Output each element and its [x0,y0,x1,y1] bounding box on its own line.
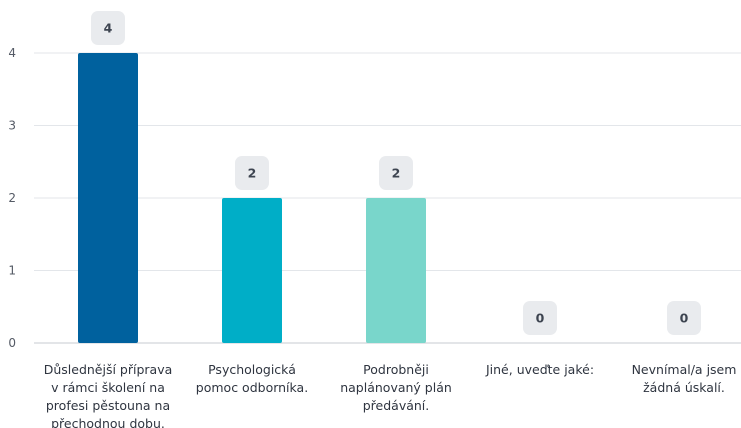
y-tick-label: 1 [8,264,16,278]
x-tick-label-line: Podrobněji [363,362,429,377]
y-tick-label: 2 [8,191,16,205]
value-badge: 2 [235,156,269,190]
value-badge: 4 [91,11,125,45]
x-tick-label-line: Důslednější příprava [44,362,173,377]
x-tick-label-line: Jiné, uveďte jaké: [485,362,594,377]
value-badge: 2 [379,156,413,190]
value-badge-background [667,301,701,335]
x-tick-label-line: Nevnímal/a jsem [632,362,737,377]
x-tick-label-line: pomoc odborníka. [196,380,308,395]
x-tick-label: Důslednější příprava v rámci školení na pr… [44,362,173,428]
value-badge-background [235,156,269,190]
x-tick-label: Psychologická pomoc odborníka. [196,362,308,395]
data-label: 2 [248,166,257,181]
data-label: 0 [680,311,689,326]
x-tick-label: Nevnímal/a jsem žádná úskalí. [632,362,737,395]
value-badge-background [91,11,125,45]
x-tick-label-line: naplánovaný plán [340,380,452,395]
y-axis-ticks: 0 1 2 3 4 [8,46,16,350]
x-tick-label: Podrobněji naplánovaný plán předávání. [340,362,452,413]
x-tick-label-line: žádná úskalí. [643,380,725,395]
data-label: 4 [104,21,113,36]
x-tick-label-line: profesi pěstouna na [46,398,170,413]
bar[interactable] [366,198,426,343]
data-label: 2 [392,166,401,181]
value-badge: 0 [523,301,557,335]
x-axis-labels: Důslednější příprava v rámci školení na pr… [44,362,737,428]
x-tick-label-line: Psychologická [208,362,296,377]
y-tick-label: 4 [8,46,16,60]
bars [78,53,426,343]
data-label: 0 [536,311,545,326]
value-badge: 0 [667,301,701,335]
x-tick-label-line: předávání. [363,398,430,413]
bar[interactable] [78,53,138,343]
x-tick-label-line: přechodnou dobu. [51,416,165,428]
y-tick-label: 0 [8,336,16,350]
bar[interactable] [222,198,282,343]
value-badge-background [523,301,557,335]
x-tick-label-line: v rámci školení na [51,380,165,395]
y-tick-label: 3 [8,119,16,133]
x-tick-label: Jiné, uveďte jaké: [485,362,594,377]
value-badge-background [379,156,413,190]
value-labels: 4 2 2 0 0 [91,11,701,335]
